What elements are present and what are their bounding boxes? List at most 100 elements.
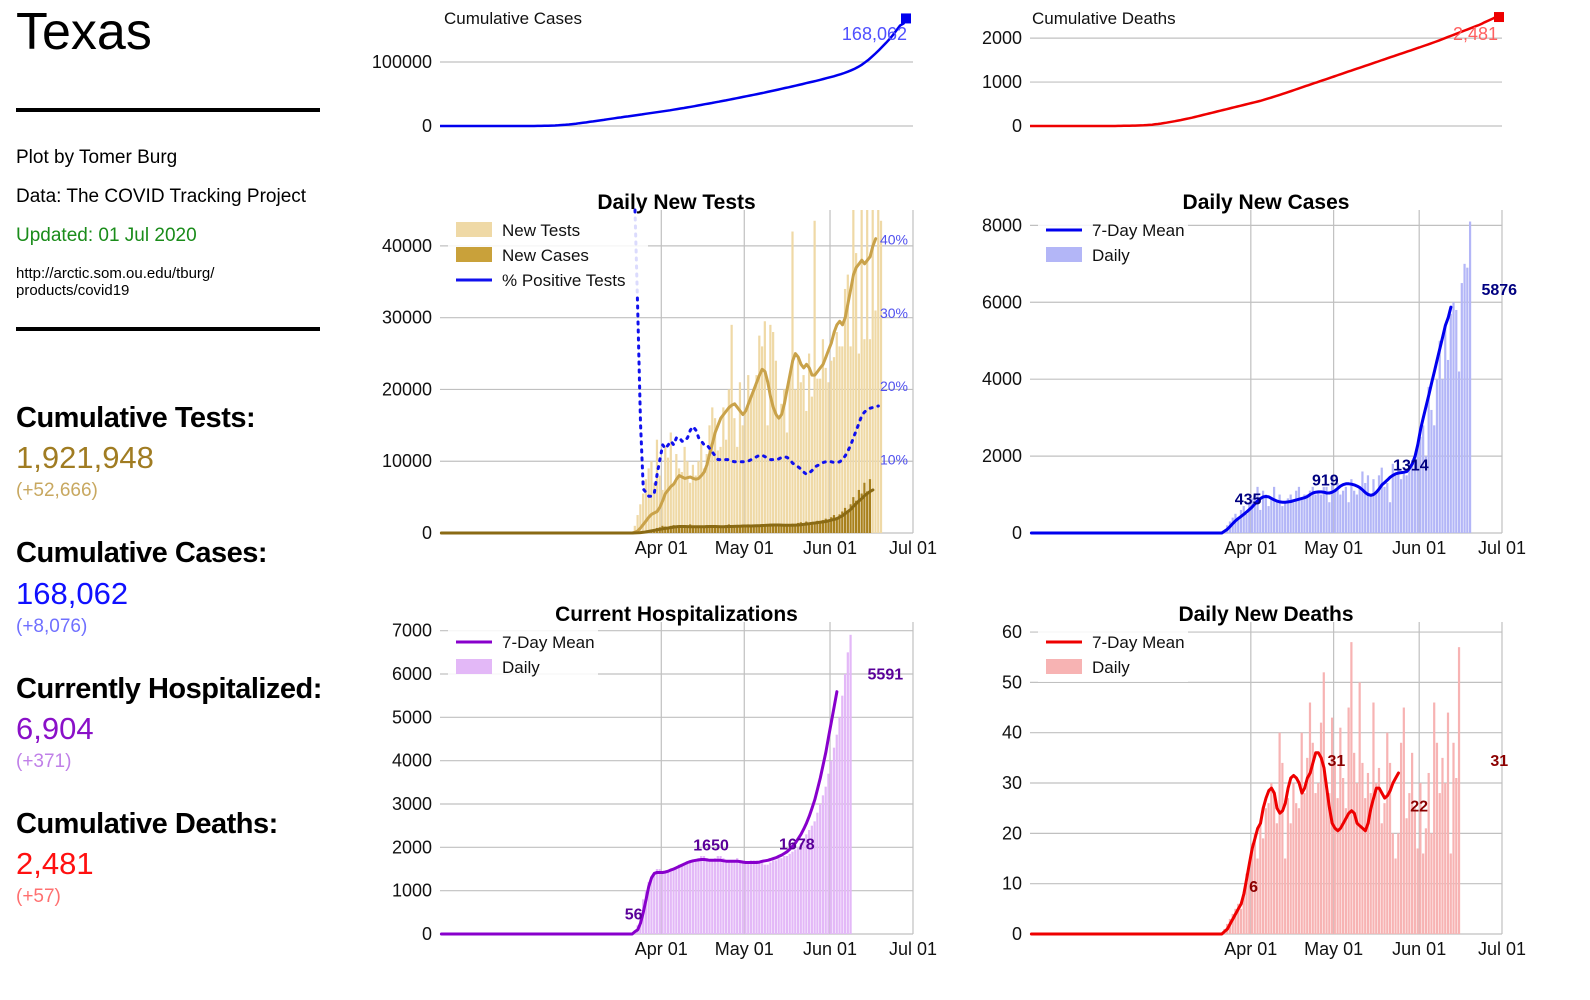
tests-bar bbox=[816, 378, 819, 533]
tests-bar bbox=[713, 418, 717, 533]
cum-cases-end-label: 168,062 bbox=[842, 24, 907, 44]
tests-bar bbox=[807, 353, 811, 533]
daily-cases-xtick-label: May 01 bbox=[1304, 538, 1363, 558]
tests-bar bbox=[644, 479, 648, 533]
tests-bar bbox=[879, 220, 883, 533]
stat-deaths-label: Cumulative Deaths: bbox=[16, 808, 278, 840]
deaths-bar bbox=[1457, 647, 1461, 934]
cases-bar bbox=[1444, 325, 1447, 533]
hosp-xtick-label: Jul 01 bbox=[889, 939, 937, 959]
cases-bar bbox=[1350, 479, 1353, 533]
hosp-bar bbox=[824, 786, 827, 934]
source-url-line-1[interactable]: http://arctic.som.ou.edu/tburg/ bbox=[16, 265, 215, 282]
hosp-bar bbox=[838, 717, 841, 934]
hosp-bar bbox=[666, 871, 670, 934]
tests-cases-bar bbox=[827, 520, 830, 533]
stat-hosp-label: Currently Hospitalized: bbox=[16, 673, 322, 705]
hosp-bar bbox=[780, 858, 783, 934]
tests-cases-bar bbox=[747, 524, 750, 533]
hosp-bar bbox=[813, 821, 816, 934]
cum-deaths-endpoint bbox=[1494, 12, 1504, 23]
cases-bar bbox=[1361, 471, 1364, 533]
stat-cases-label: Cumulative Cases: bbox=[16, 537, 268, 569]
hosp-bar bbox=[755, 860, 758, 934]
deaths-bar bbox=[1358, 682, 1361, 934]
deaths-bar bbox=[1388, 762, 1392, 934]
deaths-bar bbox=[1250, 843, 1254, 934]
deaths-bar bbox=[1311, 742, 1314, 934]
hosp-bar bbox=[832, 747, 836, 934]
tests-cases-bar bbox=[830, 517, 833, 533]
tests-cases-mean-line bbox=[439, 488, 875, 535]
hosp-bar bbox=[700, 856, 703, 934]
deaths-bar bbox=[1441, 757, 1444, 934]
tests-right-tick-label: 20% bbox=[880, 378, 908, 394]
tests-bar bbox=[866, 210, 869, 533]
tests-bar bbox=[686, 461, 689, 533]
tests-cases-bar bbox=[727, 524, 730, 533]
tests-bar bbox=[744, 410, 747, 533]
hosp-bar bbox=[719, 856, 722, 934]
tests-bar bbox=[653, 482, 656, 533]
tests-bar bbox=[677, 468, 681, 533]
daily-tests-title: Daily New Tests bbox=[597, 191, 755, 214]
hosp-bar bbox=[843, 674, 847, 934]
tests-cases-bar bbox=[868, 479, 872, 533]
hosp-title: Current Hospitalizations bbox=[555, 603, 798, 626]
cases-bar bbox=[1289, 494, 1292, 533]
cases-bar bbox=[1333, 490, 1336, 533]
daily-deaths-ytick-label: 60 bbox=[1002, 622, 1022, 642]
cum-cases-ytick-label: 100000 bbox=[372, 52, 432, 72]
cases-bar bbox=[1242, 506, 1245, 533]
tests-cases-bar bbox=[796, 522, 800, 533]
deaths-bar bbox=[1455, 778, 1458, 934]
tests-cases-bar bbox=[683, 527, 686, 533]
hosp-bar bbox=[738, 860, 742, 934]
deaths-bar bbox=[1231, 913, 1234, 934]
cases-bar bbox=[1237, 517, 1240, 533]
cases-bar bbox=[1457, 371, 1461, 533]
hosp-bar bbox=[705, 858, 708, 934]
tests-cases-bar bbox=[794, 525, 797, 533]
tests-bar bbox=[691, 464, 695, 533]
deaths-bar bbox=[1306, 757, 1309, 934]
hosp-ytick-label: 4000 bbox=[392, 751, 432, 771]
tests-cases-bar bbox=[755, 526, 758, 533]
tests-cases-bar bbox=[810, 522, 813, 533]
tests-cases-bar bbox=[832, 515, 836, 533]
deaths-bar bbox=[1347, 707, 1350, 934]
tests-bar bbox=[661, 489, 664, 533]
tests-cases-bar bbox=[666, 527, 670, 533]
tests-cases-bar bbox=[700, 525, 703, 533]
updated-date: Updated: 01 Jul 2020 bbox=[16, 225, 197, 246]
deaths-bar bbox=[1239, 908, 1243, 934]
cases-bar bbox=[1366, 475, 1370, 533]
tests-right-tick-label: 30% bbox=[880, 305, 908, 321]
daily-tests-xtick-label: May 01 bbox=[715, 538, 774, 558]
deaths-bar bbox=[1433, 702, 1436, 934]
tests-cases-bar bbox=[733, 525, 736, 533]
tests-cases-bar bbox=[738, 525, 742, 533]
deaths-bar bbox=[1273, 793, 1276, 934]
daily-tests-ytick-label: 10000 bbox=[382, 451, 432, 471]
deaths-bar bbox=[1328, 793, 1331, 934]
deaths-mean-line bbox=[1029, 751, 1400, 936]
stat-tests-delta: (+52,666) bbox=[16, 480, 98, 501]
tests-bar bbox=[666, 457, 670, 533]
hosp-bar bbox=[749, 860, 753, 934]
daily-deaths-annotation: 6 bbox=[1249, 879, 1258, 896]
cases-bar bbox=[1295, 490, 1298, 533]
tests-cases-bar bbox=[736, 527, 739, 533]
tests-bar bbox=[860, 210, 863, 533]
deaths-bar bbox=[1419, 783, 1422, 934]
cases-bar bbox=[1391, 463, 1394, 533]
cases-bar bbox=[1328, 502, 1331, 533]
hosp-annotation: 5591 bbox=[868, 667, 904, 684]
tests-bar bbox=[791, 231, 794, 534]
hosp-bar bbox=[785, 856, 789, 934]
cases-bar bbox=[1441, 379, 1444, 533]
daily-deaths-xtick-label: Jul 01 bbox=[1478, 939, 1526, 959]
source-url-line-2[interactable]: products/covid19 bbox=[16, 282, 130, 299]
stat-tests-label: Cumulative Tests: bbox=[16, 402, 256, 434]
cases-bar bbox=[1267, 506, 1270, 533]
